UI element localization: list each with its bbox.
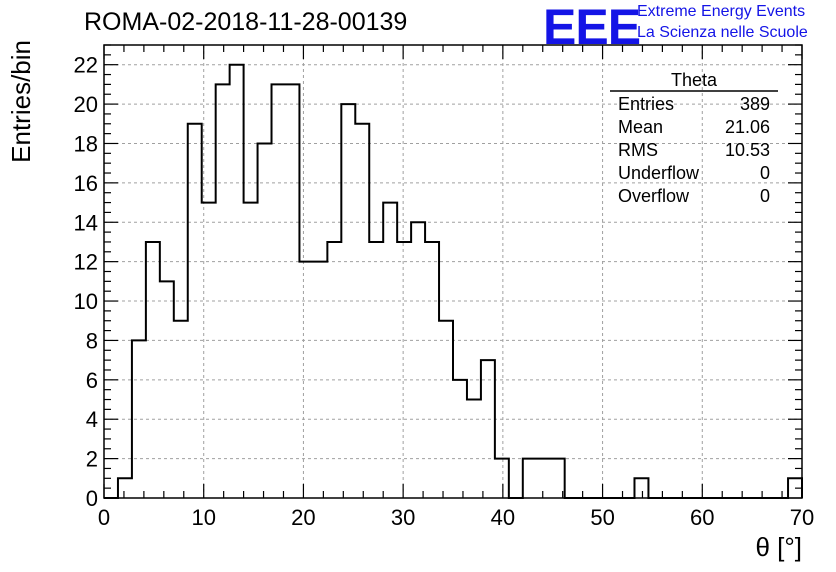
stats-box: Theta Entries 389 Mean 21.06 RMS 10.53 Underflo…: [610, 70, 778, 206]
y-tick-label: 20: [74, 92, 98, 117]
y-tick-label: 0: [86, 486, 98, 511]
histogram-bin: [118, 478, 132, 498]
y-tick-label: 18: [74, 131, 98, 156]
y-tick-label: 16: [74, 171, 98, 196]
stats-label: Entries: [618, 94, 674, 114]
histogram-outline: [104, 63, 803, 499]
y-tick-label: 10: [74, 289, 98, 314]
y-tick-label: 4: [86, 407, 98, 432]
histogram-bin: [285, 84, 299, 498]
stats-value: 0: [760, 186, 770, 206]
stats-label: RMS: [618, 140, 658, 160]
histogram-bin: [439, 321, 453, 498]
y-tick-label: 8: [86, 328, 98, 353]
histogram-bin: [537, 459, 551, 498]
y-tick-label: 6: [86, 368, 98, 393]
histogram-bin: [425, 242, 439, 498]
x-tick-label: 30: [391, 505, 415, 530]
x-tick-label: 70: [790, 505, 814, 530]
histogram-bin: [327, 242, 341, 498]
tick-labels: 0 10 20 30 40 50 60 70 0 2 4 6 8 10 12 14 16 18 20 22: [74, 53, 815, 530]
stats-label: Overflow: [618, 186, 690, 206]
histogram-bin: [523, 459, 537, 498]
histogram-bin: [230, 65, 244, 498]
axes: [103, 44, 803, 499]
stats-label: Mean: [618, 117, 663, 137]
histogram-bin: [160, 281, 174, 498]
histogram-bin: [481, 360, 495, 498]
x-tick-label: 60: [690, 505, 714, 530]
x-axis-label: θ [°]: [755, 532, 802, 562]
histogram-bin: [453, 380, 467, 498]
histogram-bin: [202, 203, 216, 498]
y-tick-label: 22: [74, 53, 98, 78]
stats-value: 389: [740, 94, 770, 114]
histogram-bin: [634, 478, 648, 498]
chart-title: ROMA-02-2018-11-28-00139: [84, 8, 408, 36]
stats-name: Theta: [671, 70, 718, 90]
histogram-bin: [146, 242, 160, 498]
histogram-bin: [411, 222, 425, 498]
histogram-bin: [299, 262, 313, 498]
y-tick-label: 12: [74, 250, 98, 275]
y-tick-label: 14: [74, 210, 98, 235]
histogram-bin: [132, 340, 146, 498]
histogram-bin: [467, 400, 481, 498]
histogram-bin: [216, 84, 230, 498]
histogram-bin: [355, 124, 369, 498]
y-tick-label: 2: [86, 447, 98, 472]
histogram-bin: [383, 203, 397, 498]
x-tick-label: 40: [491, 505, 515, 530]
x-tick-label: 20: [291, 505, 315, 530]
histogram-bin: [272, 84, 286, 498]
histogram-bin: [369, 242, 383, 498]
histogram-bin: [341, 104, 355, 498]
eee-logo: EEE: [543, 0, 641, 55]
histogram-bin: [313, 262, 327, 498]
histogram-series: [104, 63, 803, 499]
stats-value: 21.06: [725, 117, 770, 137]
histogram-bin: [495, 459, 509, 498]
x-tick-label: 10: [191, 505, 215, 530]
stats-value: 10.53: [725, 140, 770, 160]
stats-label: Underflow: [618, 163, 700, 183]
histogram-bin: [174, 321, 188, 498]
histogram-bin: [397, 242, 411, 498]
histogram-bin: [188, 124, 202, 498]
logo-tagline-2: La Scienza nelle Scuole: [637, 24, 808, 41]
x-tick-label: 0: [98, 505, 110, 530]
histogram-bin: [244, 203, 258, 498]
x-tick-label: 50: [590, 505, 614, 530]
histogram-bin: [258, 143, 272, 498]
logo-tagline-1: Extreme Energy Events: [637, 3, 806, 20]
stats-value: 0: [760, 163, 770, 183]
